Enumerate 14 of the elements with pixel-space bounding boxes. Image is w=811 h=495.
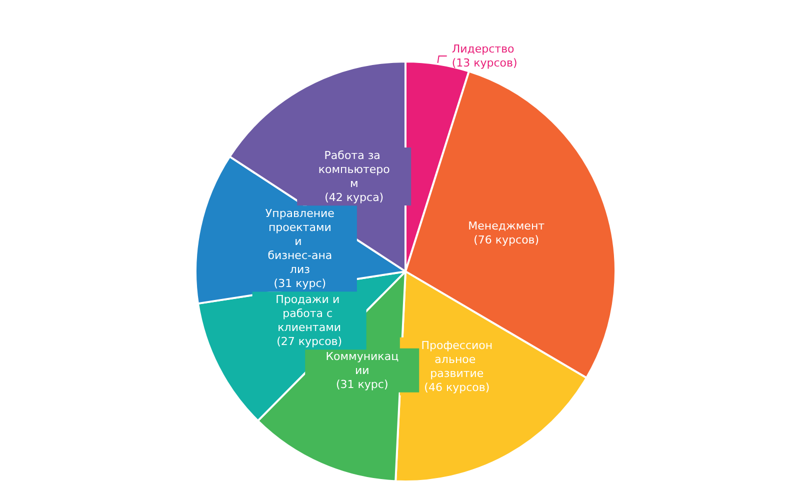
data-label: (76 курсов)	[474, 233, 540, 246]
data-label: (31 курс)	[336, 378, 388, 391]
data-label: (31 курс)	[274, 277, 326, 290]
slice-label: Менеджмент	[468, 219, 546, 232]
slice-label: Управление проектами и бизнес-анализ	[264, 207, 335, 276]
slice-label: Коммуникации	[326, 350, 399, 377]
slice-label: Лидерство	[452, 42, 515, 56]
data-label: (27 курсов)	[276, 335, 342, 348]
slice-label: Продажи и работа с клиентами	[276, 293, 344, 334]
data-label: (13 курсов)	[452, 56, 518, 70]
slice-label: Профессиональное развитие	[421, 338, 493, 380]
slice-label: Работа за компьютером	[318, 148, 390, 190]
data-label: (46 курсов)	[424, 380, 490, 394]
data-label: (42 курса)	[324, 190, 384, 204]
